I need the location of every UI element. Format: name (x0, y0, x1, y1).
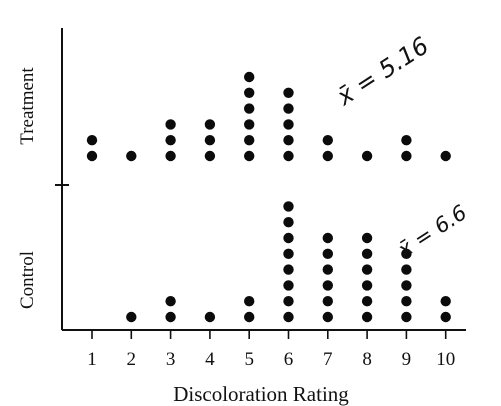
x-tick-label-1: 1 (87, 349, 97, 370)
x-tick-label-10: 10 (436, 349, 455, 370)
treatment-dot-6-2 (283, 135, 294, 146)
group-label-control: Control (17, 251, 38, 309)
control-dot-7-3 (322, 280, 333, 291)
control-dot-3-2 (165, 296, 176, 307)
control-dot-6-7 (283, 217, 294, 228)
treatment-dot-4-3 (204, 119, 216, 130)
control-dot-3-1 (165, 311, 176, 323)
x-tick-label-6: 6 (284, 349, 294, 370)
x-axis-ticks (91, 330, 447, 339)
treatment-dot-7-2 (322, 135, 333, 146)
treatment-dot-2-1 (126, 150, 137, 162)
x-axis-label: Discoloration Rating (173, 382, 349, 406)
control-dot-9-3 (401, 280, 412, 291)
control-dot-5-1 (244, 311, 255, 323)
treatment-dot-8-1 (361, 150, 373, 162)
annotation-treatment-mean: x̄ = 5.16 (331, 31, 433, 111)
treatment-dot-5-1 (244, 150, 255, 162)
control-dot-9-2 (401, 296, 412, 307)
treatment-dot-1-1 (86, 150, 98, 162)
x-tick-label-5: 5 (244, 349, 254, 370)
control-dot-7-4 (322, 264, 333, 275)
treatment-dot-3-2 (165, 135, 176, 146)
control-dot-8-5 (361, 248, 373, 259)
control-dot-8-6 (361, 232, 373, 244)
treatment-dot-5-3 (244, 119, 255, 130)
control-dot-6-2 (283, 296, 294, 307)
control-dot-6-3 (283, 280, 294, 291)
x-tick-label-8: 8 (362, 349, 372, 370)
control-dot-8-2 (361, 296, 373, 307)
control-dot-8-4 (361, 264, 373, 275)
treatment-dot-5-4 (244, 103, 255, 114)
treatment-dot-7-1 (322, 150, 333, 162)
control-dot-7-1 (322, 311, 333, 323)
treatment-dot-3-1 (165, 150, 176, 162)
control-dot-10-1 (440, 311, 451, 323)
treatment-dot-6-1 (283, 150, 294, 162)
control-dot-6-4 (283, 264, 294, 275)
control-dot-8-1 (361, 311, 373, 323)
annotation-control-mean: x̄ = 6.6 (393, 200, 471, 262)
treatment-dot-5-2 (244, 135, 255, 146)
treatment-dot-4-2 (204, 135, 216, 146)
treatment-dot-5-6 (244, 71, 255, 83)
control-dot-4-1 (204, 311, 216, 323)
control-dot-8-3 (361, 280, 373, 291)
treatment-dot-6-5 (283, 87, 294, 99)
control-dot-9-1 (401, 311, 412, 323)
control-dot-10-2 (440, 296, 451, 307)
control-dot-7-2 (322, 296, 333, 307)
x-tick-label-2: 2 (127, 349, 137, 370)
x-tick-label-4: 4 (205, 349, 215, 370)
x-tick-label-9: 9 (402, 349, 412, 370)
axes (55, 28, 466, 331)
control-dot-6-6 (283, 232, 294, 244)
treatment-dot-3-3 (165, 119, 176, 130)
x-tick-label-7: 7 (323, 349, 333, 370)
treatment-dot-1-2 (86, 135, 98, 146)
control-dot-6-8 (283, 201, 294, 212)
control-dot-2-1 (126, 311, 137, 323)
treatment-dot-9-2 (401, 135, 412, 146)
group-label-treatment: Treatment (17, 67, 38, 145)
treatment-dot-4-1 (204, 150, 216, 162)
control-dot-9-4 (401, 264, 412, 275)
treatment-dot-6-3 (283, 119, 294, 130)
treatment-dot-5-5 (244, 87, 255, 99)
x-tick-label-3: 3 (166, 349, 176, 370)
control-dot-7-6 (322, 232, 333, 244)
control-dot-6-5 (283, 248, 294, 259)
x-axis-tick-labels: 1 2 3 4 5 6 7 8 9 10 (87, 349, 455, 370)
treatment-dot-9-1 (401, 150, 412, 162)
treatment-dot-6-4 (283, 103, 294, 114)
control-dot-6-1 (283, 311, 294, 323)
control-dot-7-5 (322, 248, 333, 259)
control-dot-9-5 (401, 248, 412, 259)
dot-marks (86, 71, 451, 323)
control-dot-5-2 (244, 296, 255, 307)
treatment-dot-10-1 (440, 150, 451, 162)
